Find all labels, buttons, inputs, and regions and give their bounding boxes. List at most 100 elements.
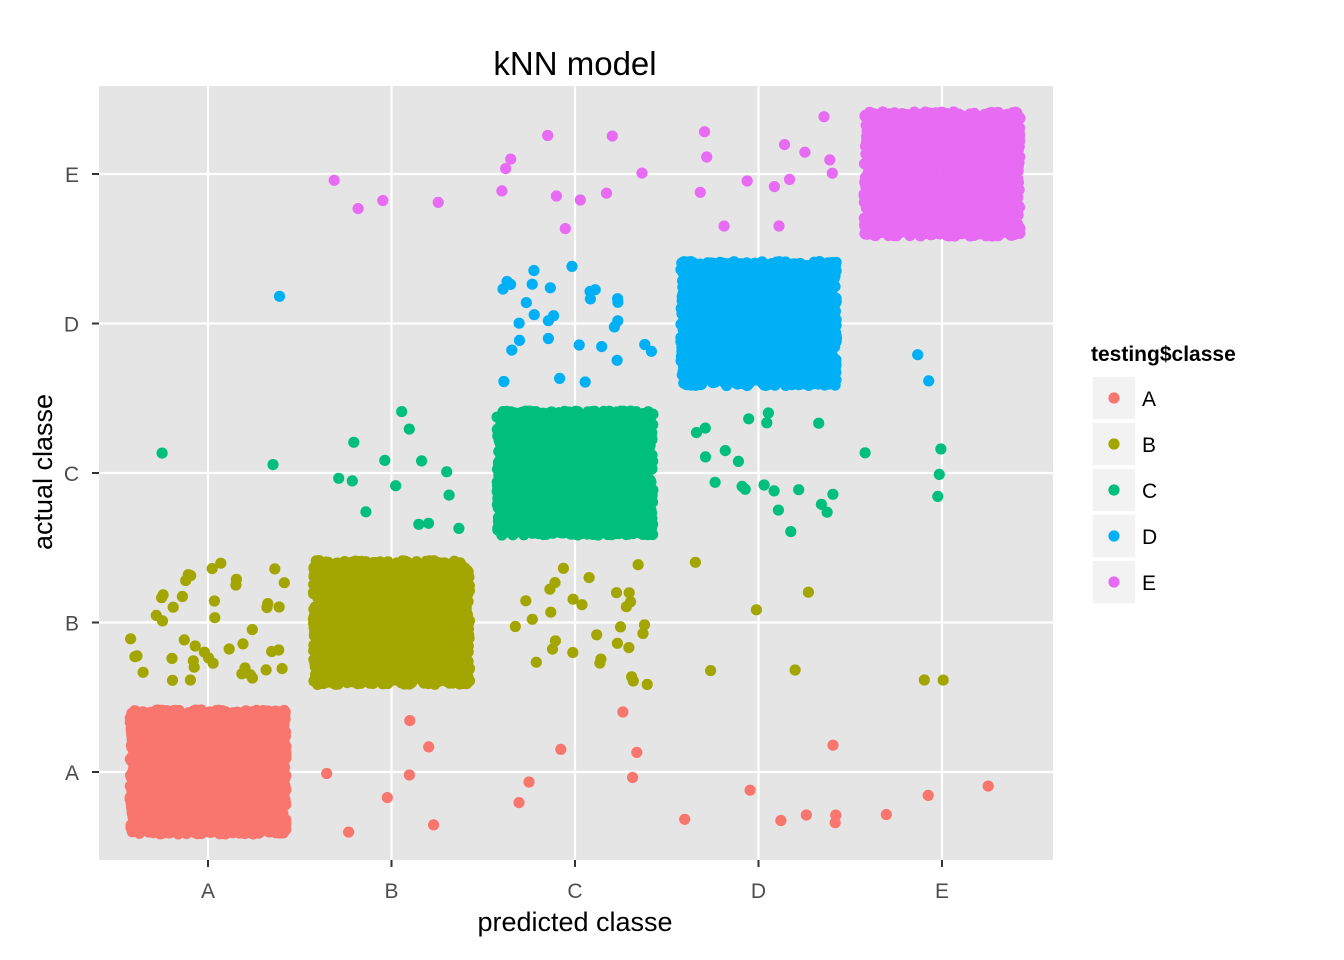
data-point-b bbox=[189, 640, 201, 652]
data-point-c bbox=[413, 518, 425, 530]
data-point-b bbox=[411, 556, 423, 568]
data-point-a bbox=[617, 706, 629, 718]
data-point-b bbox=[422, 678, 434, 690]
data-point-a bbox=[343, 826, 355, 838]
data-point-b bbox=[353, 612, 365, 624]
data-point-b bbox=[520, 595, 532, 607]
data-point-a bbox=[174, 742, 186, 754]
data-point-a bbox=[381, 792, 393, 804]
data-point-b bbox=[366, 627, 378, 639]
data-point-b bbox=[317, 635, 329, 647]
data-point-b bbox=[393, 621, 405, 633]
data-point-b bbox=[567, 646, 579, 659]
data-point-b bbox=[344, 558, 356, 570]
data-point-b bbox=[426, 667, 438, 680]
data-point-b bbox=[137, 666, 149, 678]
data-point-a bbox=[232, 712, 244, 724]
data-point-a bbox=[263, 751, 276, 763]
data-point-a bbox=[156, 705, 168, 717]
data-point-b bbox=[460, 611, 472, 623]
data-point-b bbox=[411, 616, 423, 628]
data-point-a bbox=[880, 808, 892, 821]
data-point-b bbox=[750, 604, 763, 616]
data-point-a bbox=[196, 790, 208, 802]
data-point-a bbox=[218, 757, 230, 769]
data-point-a bbox=[214, 710, 226, 722]
data-point-b bbox=[549, 635, 562, 647]
data-point-a bbox=[274, 750, 287, 762]
data-point-b bbox=[394, 562, 406, 574]
data-point-b bbox=[362, 560, 374, 573]
data-point-b bbox=[459, 641, 471, 653]
data-point-a bbox=[219, 828, 231, 840]
data-point-a bbox=[214, 797, 226, 810]
data-point-b bbox=[390, 647, 402, 659]
data-point-b bbox=[315, 573, 327, 585]
data-point-b bbox=[557, 562, 570, 574]
data-point-b bbox=[918, 674, 930, 686]
data-point-b bbox=[371, 663, 383, 675]
data-point-b bbox=[623, 642, 635, 654]
data-point-b bbox=[203, 652, 215, 664]
data-point-b bbox=[188, 661, 200, 673]
data-point-a bbox=[211, 778, 223, 791]
data-point-a bbox=[800, 809, 812, 821]
data-point-b bbox=[434, 621, 446, 633]
data-point-b bbox=[545, 606, 557, 618]
data-point-b bbox=[332, 557, 344, 570]
data-point-a bbox=[775, 814, 787, 827]
data-point-b bbox=[236, 668, 248, 680]
data-point-b bbox=[620, 601, 633, 613]
data-point-b bbox=[337, 600, 349, 612]
data-point-a bbox=[140, 824, 152, 836]
data-point-a bbox=[232, 756, 244, 768]
chart-title: kNN model bbox=[493, 45, 656, 82]
data-point-a bbox=[237, 812, 249, 824]
data-point-b bbox=[328, 677, 340, 690]
data-point-b bbox=[185, 570, 197, 582]
data-point-b bbox=[262, 598, 274, 610]
data-point-b bbox=[223, 643, 235, 655]
data-point-b bbox=[327, 657, 339, 670]
data-point-a bbox=[188, 825, 200, 837]
data-point-a bbox=[246, 715, 258, 727]
data-point-b bbox=[431, 571, 443, 583]
data-point-a bbox=[236, 767, 248, 779]
data-point-a bbox=[153, 728, 165, 740]
data-point-b bbox=[343, 573, 355, 585]
data-point-c bbox=[360, 506, 372, 518]
data-point-a bbox=[271, 710, 283, 722]
data-point-a bbox=[191, 772, 203, 785]
data-point-a bbox=[263, 810, 275, 822]
data-point-b bbox=[614, 621, 627, 633]
data-point-b bbox=[439, 609, 451, 622]
data-point-b bbox=[408, 567, 420, 579]
data-point-b bbox=[530, 656, 542, 668]
data-point-b bbox=[387, 657, 399, 669]
data-point-a bbox=[272, 724, 284, 736]
data-point-b bbox=[278, 577, 290, 589]
data-point-b bbox=[333, 590, 345, 602]
data-point-b bbox=[184, 674, 196, 686]
data-point-b bbox=[176, 590, 188, 603]
data-point-a bbox=[321, 767, 333, 780]
data-point-a bbox=[146, 799, 158, 812]
data-point-a bbox=[202, 818, 214, 830]
data-point-a bbox=[173, 801, 185, 813]
data-point-b bbox=[610, 587, 623, 599]
data-point-b bbox=[246, 624, 258, 636]
data-point-a bbox=[555, 743, 567, 756]
data-point-b bbox=[440, 558, 452, 570]
data-point-b bbox=[328, 628, 340, 640]
data-point-a bbox=[155, 746, 167, 758]
data-point-a bbox=[135, 774, 147, 786]
data-point-b bbox=[150, 609, 162, 622]
data-point-b bbox=[627, 675, 639, 687]
data-point-c bbox=[443, 489, 455, 501]
data-point-a bbox=[154, 828, 166, 840]
data-point-a bbox=[144, 708, 156, 720]
data-point-b bbox=[576, 599, 588, 611]
data-point-a bbox=[679, 813, 691, 825]
data-point-b bbox=[371, 570, 383, 582]
data-point-a bbox=[221, 734, 233, 746]
